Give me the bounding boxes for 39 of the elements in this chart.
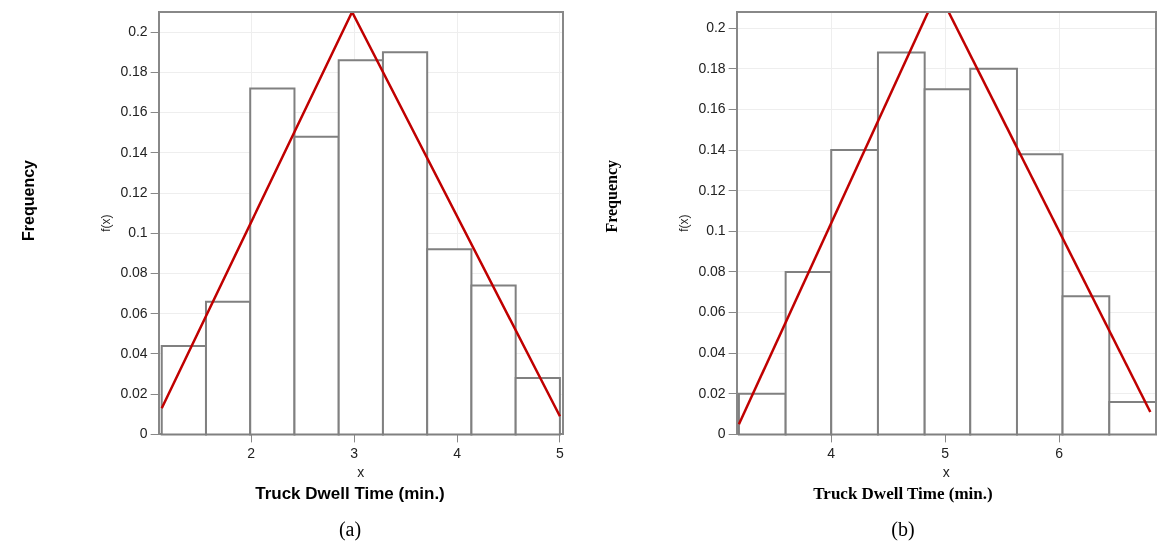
y-tick-label: 0.16 — [120, 103, 148, 120]
y-tick-label: 0.2 — [706, 19, 726, 36]
y-tick-label: 0.06 — [698, 303, 726, 320]
y-tick-label: 0.04 — [120, 344, 148, 361]
x-axis-title: x — [942, 464, 950, 481]
y-tick-label: 0.06 — [120, 304, 148, 321]
text: (a) — [337, 518, 363, 541]
text: Truck Dwell Time (min.) — [254, 484, 446, 504]
y-tick-label: 0 — [717, 425, 726, 442]
x-tick-label: 5 — [941, 444, 950, 461]
y-tick-label: 0.08 — [698, 262, 726, 279]
x-tick-label: 3 — [350, 444, 359, 461]
text: Truck Dwell Time (min.) — [812, 484, 994, 504]
y-tick-label: 0.1 — [706, 222, 726, 239]
y-tick-label: 0.04 — [698, 344, 726, 361]
y-tick-label: 0.2 — [128, 22, 148, 39]
y-tick-label: 0.1 — [128, 224, 148, 241]
y-tick-label: 0 — [139, 425, 148, 442]
y-tick-label: 0.02 — [120, 385, 148, 402]
y-tick-label: 0.14 — [120, 143, 148, 160]
y-axis-title: f(x) — [676, 214, 691, 232]
y-tick-label: 0.18 — [120, 63, 148, 80]
y-tick-label: 0.12 — [120, 183, 148, 200]
x-tick-label: 4 — [827, 444, 836, 461]
text: (b) — [890, 518, 916, 541]
y-tick-label: 0.02 — [698, 384, 726, 401]
text: Frequency — [603, 160, 621, 233]
x-tick-label: 4 — [453, 444, 462, 461]
y-tick-label: 0.08 — [120, 264, 148, 281]
x-tick-label: 2 — [247, 444, 256, 461]
y-tick-label: 0.16 — [698, 100, 726, 117]
x-tick-label: 6 — [1055, 444, 1064, 461]
x-axis-title: x — [357, 464, 365, 481]
text: Frequency — [20, 160, 38, 241]
x-tick-label: 5 — [556, 444, 565, 461]
y-axis-title: f(x) — [98, 214, 113, 232]
y-tick-label: 0.14 — [698, 140, 726, 157]
y-tick-label: 0.18 — [698, 59, 726, 76]
y-tick-label: 0.12 — [698, 181, 726, 198]
